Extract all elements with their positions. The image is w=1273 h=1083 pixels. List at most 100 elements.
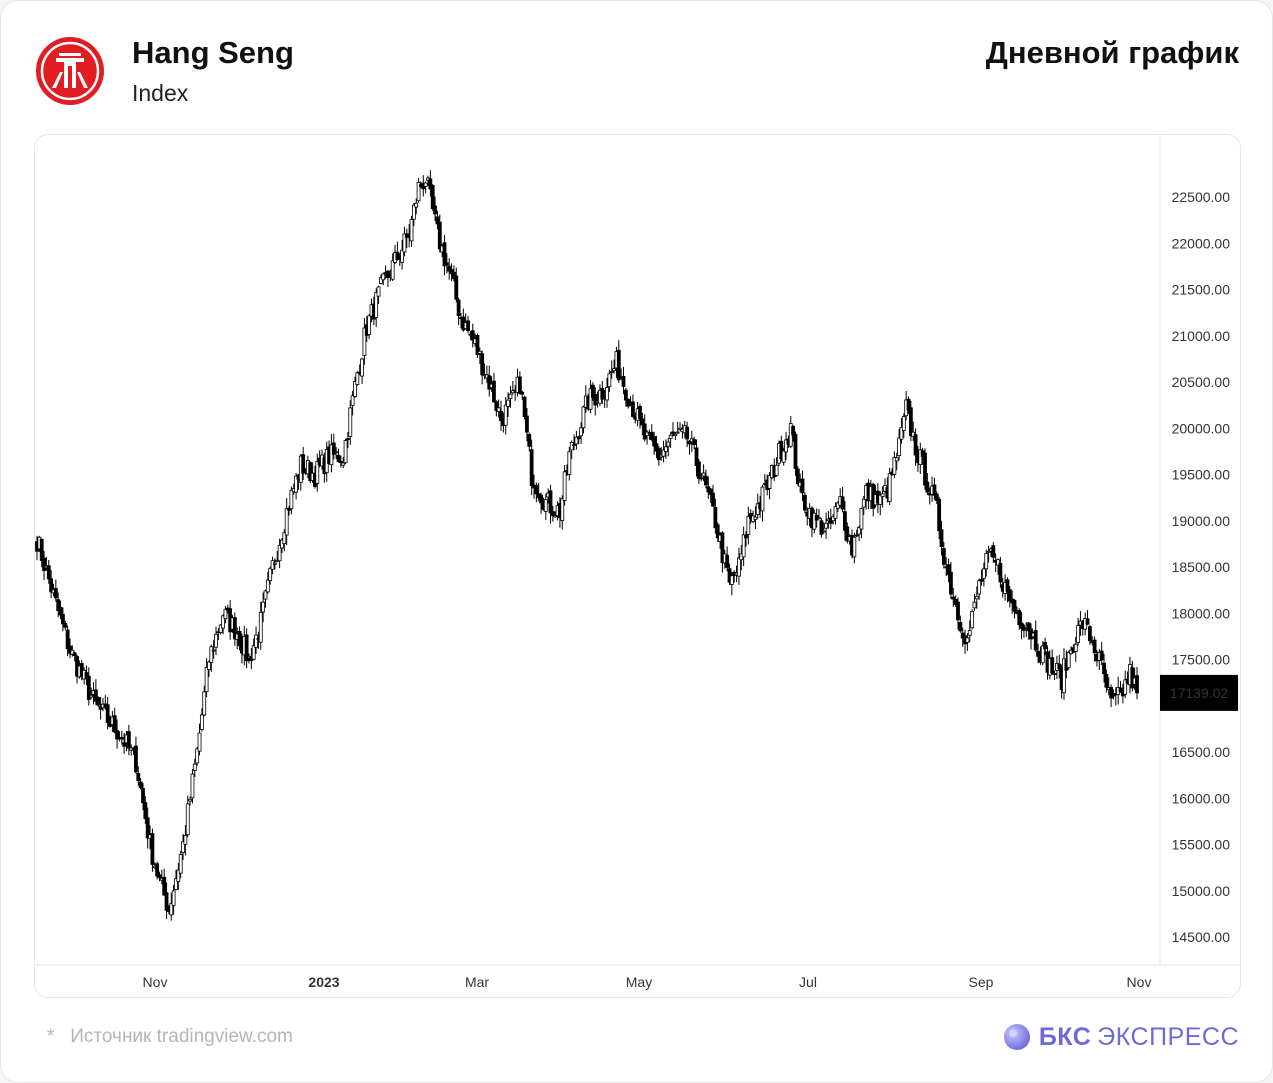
candle-up bbox=[673, 433, 678, 437]
candle-up bbox=[192, 763, 197, 771]
candle-up bbox=[374, 292, 379, 318]
candle-down bbox=[61, 613, 65, 625]
candlestick-chart: 22500.00 22000.00 21500.00 21000.00 20500.00… bbox=[35, 135, 1240, 990]
candle-down bbox=[529, 449, 534, 487]
candle-up bbox=[218, 624, 223, 633]
candle-up bbox=[411, 204, 416, 220]
candle-up bbox=[981, 568, 986, 579]
candle-down bbox=[237, 630, 242, 647]
candle-down bbox=[494, 401, 499, 411]
y-tick-label: 20500.00 bbox=[1172, 374, 1231, 390]
candle-up bbox=[171, 890, 176, 906]
candle-up bbox=[1062, 658, 1066, 694]
candle-down bbox=[492, 380, 496, 403]
candle-up bbox=[355, 372, 360, 385]
candle-down bbox=[136, 772, 141, 781]
candle-down bbox=[86, 675, 91, 701]
candle-up bbox=[831, 516, 836, 522]
candle-down bbox=[654, 443, 659, 452]
candle-up bbox=[188, 798, 193, 802]
candle-down bbox=[433, 205, 437, 215]
candle-down bbox=[699, 477, 704, 480]
candle-down bbox=[466, 320, 470, 332]
candle-down bbox=[600, 388, 605, 400]
candle-up bbox=[579, 427, 584, 437]
candle-down bbox=[908, 407, 913, 437]
candle-up bbox=[268, 567, 273, 581]
candle-up bbox=[221, 615, 225, 629]
candle-down bbox=[671, 431, 675, 434]
candle-up bbox=[294, 475, 299, 493]
candle-down bbox=[1092, 639, 1097, 654]
candle-up bbox=[416, 181, 421, 202]
candle-down bbox=[744, 535, 748, 539]
last-price-marker: 17139.02 bbox=[1160, 674, 1238, 711]
candle-down bbox=[1005, 579, 1010, 592]
candle-up bbox=[1052, 673, 1057, 675]
candle-up bbox=[348, 407, 353, 437]
candle-down bbox=[1102, 662, 1106, 675]
y-axis-ticks: 22500.00 22000.00 21500.00 21000.00 20500.00… bbox=[1172, 189, 1231, 945]
candle-down bbox=[435, 216, 440, 225]
candle-up bbox=[362, 327, 367, 356]
hang-seng-logo-icon bbox=[36, 37, 104, 105]
candle-down bbox=[616, 349, 621, 381]
candle-up bbox=[1076, 625, 1081, 643]
candle-up bbox=[661, 449, 666, 457]
candle-down bbox=[96, 697, 101, 706]
candle-up bbox=[581, 406, 586, 429]
candle-down bbox=[470, 330, 475, 341]
candle-up bbox=[209, 646, 214, 663]
candle-down bbox=[1104, 674, 1109, 688]
candle-up bbox=[812, 512, 817, 530]
candle-down bbox=[939, 529, 944, 547]
candle-down bbox=[331, 442, 336, 455]
candle-up bbox=[315, 461, 320, 484]
candle-up bbox=[195, 748, 200, 764]
candle-down bbox=[906, 398, 911, 411]
brand-bold: БКС bbox=[1038, 1022, 1092, 1051]
candle-down bbox=[232, 617, 237, 640]
candle-down bbox=[53, 587, 58, 599]
candle-down bbox=[112, 715, 117, 733]
candle-down bbox=[58, 607, 63, 616]
chart-type-label: Дневной график bbox=[985, 35, 1239, 70]
candle-down bbox=[287, 507, 291, 511]
candle-down bbox=[793, 433, 798, 469]
candle-up bbox=[265, 579, 270, 593]
candle-down bbox=[590, 384, 595, 398]
candle-down bbox=[854, 534, 859, 537]
candle-up bbox=[701, 472, 706, 477]
candle-up bbox=[1073, 643, 1078, 652]
candle-up bbox=[824, 522, 828, 529]
candle-up bbox=[176, 869, 181, 882]
y-tick-label: 18500.00 bbox=[1172, 559, 1231, 575]
candle-down bbox=[791, 426, 796, 436]
candle-up bbox=[974, 595, 979, 600]
candle-up bbox=[270, 560, 275, 570]
candle-down bbox=[126, 731, 131, 749]
candle-down bbox=[63, 622, 68, 628]
candle-down bbox=[444, 262, 449, 266]
candle-up bbox=[350, 395, 355, 406]
candle-down bbox=[141, 788, 145, 804]
source-text: Источник tradingview.com bbox=[70, 1026, 293, 1047]
candle-up bbox=[729, 575, 734, 585]
candle-up bbox=[852, 536, 857, 558]
y-tick-label: 22000.00 bbox=[1172, 235, 1231, 251]
candle-down bbox=[39, 539, 44, 561]
candle-down bbox=[640, 418, 645, 426]
candle-up bbox=[612, 368, 616, 372]
candle-down bbox=[652, 436, 657, 447]
y-tick-label: 22500.00 bbox=[1172, 189, 1231, 205]
last-price-box bbox=[1160, 674, 1238, 711]
candle-up bbox=[183, 835, 188, 845]
candle-down bbox=[157, 874, 162, 878]
candle-up bbox=[899, 427, 904, 440]
candle-down bbox=[475, 335, 480, 355]
candle-down bbox=[1012, 599, 1017, 612]
candle-up bbox=[569, 442, 574, 451]
candle-down bbox=[522, 396, 527, 417]
candle-down bbox=[150, 833, 155, 865]
